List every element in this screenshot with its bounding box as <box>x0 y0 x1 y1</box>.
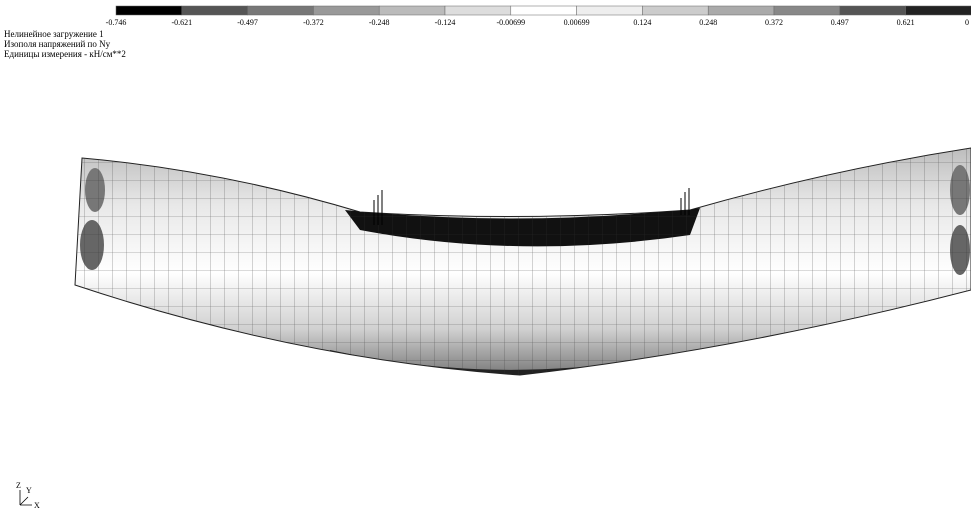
scale-label: -0.497 <box>237 18 258 27</box>
scale-segment <box>642 6 708 15</box>
color-scale: -0.746 -0.621 -0.497 -0.372 -0.248 -0.124 -0.0… <box>106 6 971 27</box>
scale-label: -0.621 <box>171 18 192 27</box>
axis-label: X <box>34 501 40 510</box>
scale-segment <box>313 6 379 15</box>
scale-label: 0.00699 <box>564 18 590 27</box>
scale-segment <box>116 6 182 15</box>
scale-segment <box>774 6 840 15</box>
scale-label: 0.372 <box>765 18 783 27</box>
axis-label: Y <box>26 486 32 495</box>
axes-icon: Z Y X <box>16 481 40 510</box>
scale-segment <box>906 6 971 15</box>
axis-label: Z <box>16 481 21 490</box>
scale-segment <box>577 6 643 15</box>
header-line: Изополя напряжений по Ny <box>4 39 111 49</box>
scale-label: -0.372 <box>303 18 324 27</box>
scale-label: -0.00699 <box>496 18 525 27</box>
scale-segment <box>511 6 577 15</box>
scale-segment <box>182 6 248 15</box>
scale-segment <box>248 6 314 15</box>
scale-segment <box>445 6 511 15</box>
beam-model <box>0 140 971 400</box>
scale-label: -0.248 <box>369 18 390 27</box>
scale-label: 0.124 <box>633 18 651 27</box>
header-line: Нелинейное загружение 1 <box>4 29 104 39</box>
scale-label: 0 <box>965 18 969 27</box>
viewport: -0.746 -0.621 -0.497 -0.372 -0.248 -0.124 -0.0… <box>0 0 971 513</box>
scale-label: 0.621 <box>897 18 915 27</box>
scale-segment <box>379 6 445 15</box>
scale-label: -0.124 <box>435 18 456 27</box>
scale-label: 0.497 <box>831 18 849 27</box>
scale-label: 0.248 <box>699 18 717 27</box>
scale-label: -0.746 <box>106 18 127 27</box>
scale-segment <box>708 6 774 15</box>
header-line: Единицы измерения - кН/см**2 <box>4 49 126 59</box>
scale-segment <box>840 6 906 15</box>
